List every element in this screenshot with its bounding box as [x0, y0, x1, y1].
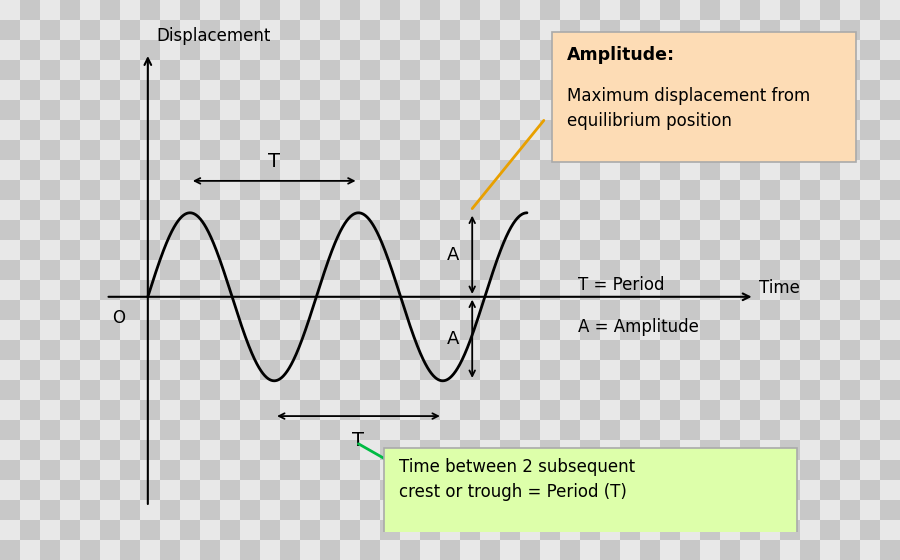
Text: A: A — [447, 330, 460, 348]
Text: A: A — [447, 246, 460, 264]
Text: T: T — [268, 152, 280, 171]
Text: Amplitude:: Amplitude: — [567, 46, 676, 64]
FancyBboxPatch shape — [553, 32, 856, 162]
Text: T: T — [353, 431, 364, 450]
Text: A = Amplitude: A = Amplitude — [578, 318, 698, 336]
Text: Displacement: Displacement — [157, 27, 271, 45]
Text: Time between 2 subsequent
crest or trough = Period (T): Time between 2 subsequent crest or troug… — [399, 458, 635, 501]
Text: O: O — [112, 309, 125, 328]
Text: Maximum displacement from
equilibrium position: Maximum displacement from equilibrium po… — [567, 87, 811, 130]
Text: T = Period: T = Period — [578, 276, 664, 294]
Text: Time: Time — [759, 279, 799, 297]
FancyBboxPatch shape — [383, 448, 796, 536]
